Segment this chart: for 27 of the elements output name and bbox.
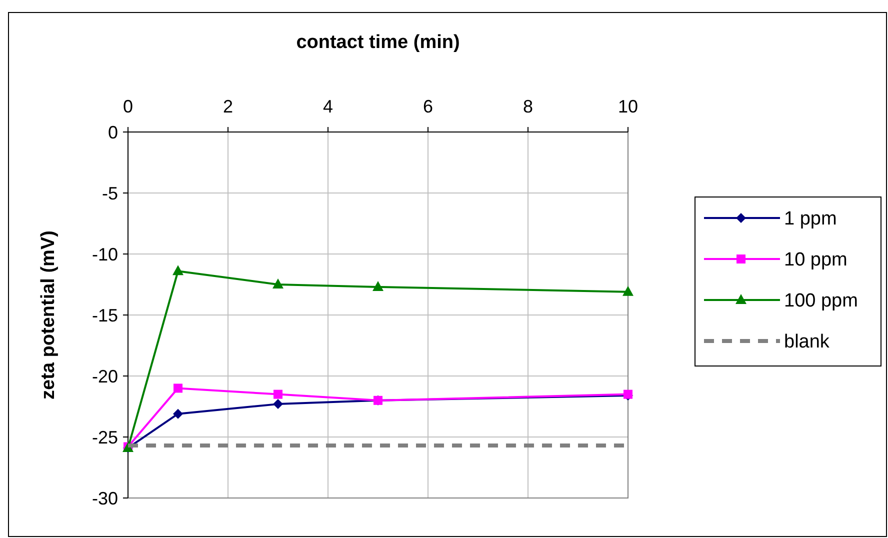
point: [272, 278, 284, 288]
legend-label: 100 ppm: [784, 290, 858, 312]
y-tick-label: -20: [92, 366, 118, 386]
y-tick-label: -10: [92, 244, 118, 264]
x-tick-label: 10: [618, 96, 638, 116]
x-tick-label: 6: [422, 96, 434, 116]
point: [174, 384, 182, 393]
x-tick-label: 2: [222, 96, 234, 116]
point: [172, 265, 184, 276]
y-tick-label: 0: [108, 122, 118, 142]
point: [274, 390, 282, 399]
legend-label: 1 ppm: [784, 208, 837, 230]
x-tick-label: 0: [122, 96, 134, 116]
point: [273, 399, 283, 410]
x-tick-label: 4: [322, 96, 334, 116]
legend-label: blank: [784, 332, 830, 353]
point: [372, 280, 384, 291]
x-axis-title: contact time (min): [296, 32, 460, 53]
y-tick-label: -5: [102, 183, 118, 204]
y-tick-label: -15: [92, 305, 118, 326]
y-tick-label: -30: [92, 488, 118, 508]
point: [622, 286, 634, 296]
x-tick-label: 8: [522, 96, 534, 116]
legend-label: 10 ppm: [784, 250, 848, 271]
y-tick-label: -25: [92, 427, 118, 448]
point: [173, 408, 183, 419]
y-axis-title: zeta potential (mV): [38, 230, 59, 400]
